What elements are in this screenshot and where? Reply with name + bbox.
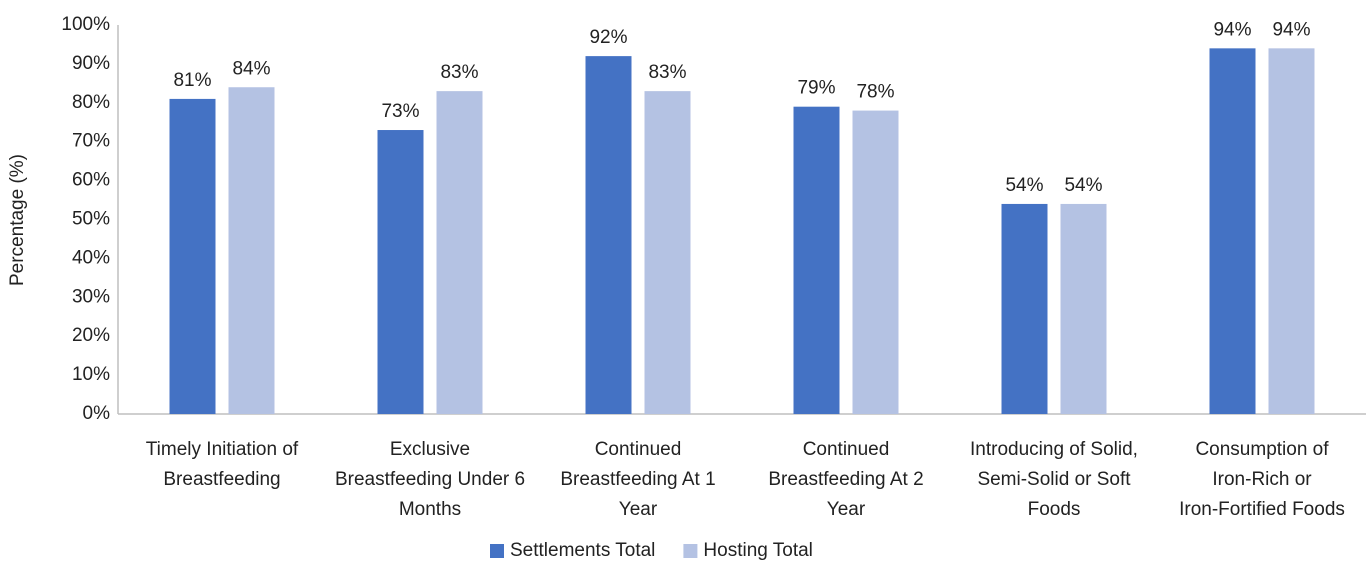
y-tick-label: 30% [72, 286, 110, 307]
bar [1001, 203, 1048, 414]
x-tick-label: Consumption of Iron-Rich or Iron-Fortified… [1179, 439, 1345, 520]
y-tick-label: 70% [72, 131, 110, 152]
y-tick-label: 20% [72, 325, 110, 346]
data-label: 83% [440, 62, 478, 83]
legend-swatch [490, 544, 504, 558]
x-tick-label: Continued Breastfeeding At 1 Year [560, 439, 715, 520]
data-label: 94% [1272, 19, 1310, 40]
y-tick-label: 80% [72, 92, 110, 113]
bar [793, 106, 840, 414]
data-label: 79% [797, 78, 835, 99]
bar [852, 110, 899, 414]
x-tick-label: Timely Initiation of Breastfeeding [146, 439, 299, 490]
bar [1268, 48, 1315, 415]
y-tick-label: 40% [72, 247, 110, 268]
y-tick-label: 50% [72, 209, 110, 230]
bar [436, 91, 483, 414]
bar [1209, 48, 1256, 415]
y-tick-label: 10% [72, 364, 110, 385]
bar [169, 98, 216, 414]
x-tick-label: Continued Breastfeeding At 2 Year [768, 439, 923, 520]
bar [377, 130, 424, 414]
data-label: 83% [648, 62, 686, 83]
data-label: 84% [232, 58, 270, 79]
bar [585, 56, 632, 415]
legend-swatch [683, 544, 698, 558]
x-tick-label: Exclusive Breastfeeding Under 6 Months [335, 439, 525, 520]
x-tick-label: Introducing of Solid, Semi-Solid or Soft F… [970, 439, 1138, 520]
data-label: 94% [1213, 19, 1251, 40]
y-tick-label: 90% [72, 53, 110, 74]
data-label: 73% [381, 101, 419, 122]
bar [1060, 203, 1107, 414]
legend-label: Hosting Total [703, 540, 813, 561]
y-tick-label: 0% [83, 403, 111, 424]
data-label: 54% [1064, 175, 1102, 196]
bar [228, 87, 275, 415]
bar [644, 91, 691, 414]
data-label: 78% [856, 82, 894, 103]
y-axis-label: Percentage (%) [7, 154, 28, 286]
y-tick-label: 100% [61, 14, 110, 35]
data-label: 81% [173, 70, 211, 91]
data-label: 54% [1005, 175, 1043, 196]
y-tick-label: 60% [72, 170, 110, 191]
data-label: 92% [589, 27, 627, 48]
legend-label: Settlements Total [510, 540, 655, 561]
